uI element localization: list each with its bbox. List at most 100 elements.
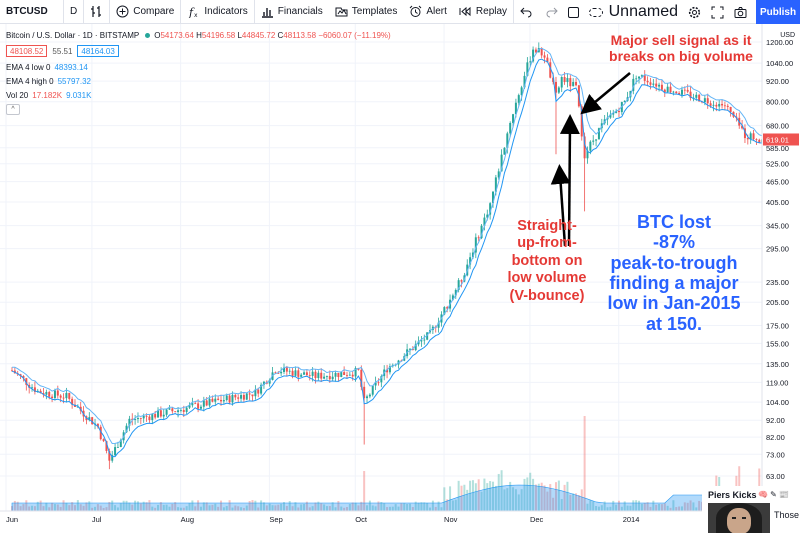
candle-body	[19, 374, 22, 377]
legend-price-row: 48108.52 55.51 48164.03	[6, 44, 391, 58]
legend-ema-low-row[interactable]: EMA 4 low 0 48393.14	[6, 60, 391, 74]
volume-bar	[658, 503, 661, 511]
volume-bar	[566, 481, 569, 511]
candle-body	[414, 344, 417, 351]
annotation-line: at 150.	[645, 313, 703, 334]
candle-body	[294, 370, 297, 376]
volume-bar	[199, 506, 202, 511]
volume-bar	[148, 500, 151, 511]
sell-price-box[interactable]: 48108.52	[6, 45, 48, 57]
candle-body	[706, 98, 709, 104]
volume-bar	[586, 503, 589, 511]
interval-button[interactable]: D	[64, 0, 85, 24]
arrow-sell-signal	[580, 72, 631, 115]
alert-button[interactable]: Alert	[403, 0, 453, 24]
candle-body	[638, 76, 641, 79]
redo-button[interactable]	[539, 0, 564, 24]
volume-bar	[400, 503, 403, 511]
layout-name-button[interactable]: Unnamed	[584, 0, 683, 24]
volume-bar	[454, 499, 457, 511]
candle-body	[423, 339, 426, 341]
bar-style-button[interactable]	[84, 0, 111, 24]
candle-body	[443, 307, 446, 315]
candle-body	[500, 154, 503, 172]
presenter-name: Piers Kicks	[708, 490, 757, 500]
series-title: Bitcoin / U.S. Dollar · 1D · BITSTAMP	[6, 30, 140, 40]
volume-bar	[182, 507, 185, 511]
video-overlay[interactable]: Piers Kicks 🧠 ✎ 📰 Those	[702, 486, 800, 533]
candle-body	[709, 103, 712, 106]
candle-body	[142, 415, 145, 419]
candle-body	[202, 400, 205, 407]
bar-style-icon	[91, 6, 102, 17]
volume-bar	[51, 502, 54, 511]
candle-body	[248, 393, 251, 395]
volume-bar	[328, 506, 331, 511]
candle-body	[615, 110, 618, 113]
candle-body	[22, 376, 25, 379]
candle-body	[592, 140, 595, 142]
legend-collapse-button[interactable]: ^	[6, 104, 20, 115]
volume-bar	[331, 502, 334, 511]
symbol-search[interactable]: BTCUSD	[0, 0, 64, 24]
candle-body	[91, 417, 94, 425]
volume-bar	[325, 506, 328, 511]
volume-bar	[274, 505, 277, 511]
undo-button[interactable]	[514, 0, 539, 24]
volume-bar	[311, 506, 314, 511]
candle-body	[758, 139, 761, 144]
annotation-btc-lost: BTC lost -87% peak-to-trough finding a m…	[594, 212, 754, 334]
indicators-label: Indicators	[204, 6, 248, 17]
ohlc-values: O54173.64 H54196.58 L44845.72 C48113.58 …	[154, 30, 391, 40]
publish-button[interactable]: Publish	[756, 0, 800, 24]
volume-bar	[466, 489, 469, 511]
legend-volume-row[interactable]: Vol 20 17.182K 9.031K	[6, 88, 391, 102]
volume-bar	[666, 505, 669, 511]
candle-body	[234, 394, 237, 398]
settings-button[interactable]	[683, 0, 706, 24]
volume-bar	[168, 506, 171, 511]
templates-button[interactable]: Templates	[329, 0, 404, 24]
replay-button[interactable]: Replay	[453, 0, 515, 24]
candle-body	[695, 94, 698, 98]
candle-body	[168, 408, 171, 410]
presenter-caption: Those	[774, 510, 800, 520]
candle-body	[194, 403, 197, 405]
candle-body	[635, 78, 638, 80]
volume-bar	[88, 501, 91, 511]
price-tick-label: 920.00	[766, 77, 789, 86]
volume-bar	[549, 484, 552, 511]
compare-button[interactable]: Compare	[110, 0, 182, 24]
volume-bar	[265, 505, 268, 511]
volume-bar	[71, 502, 74, 511]
volume-bar	[348, 504, 351, 511]
volume-bar	[534, 484, 537, 511]
candle-body	[119, 440, 122, 448]
candle-body	[666, 86, 669, 93]
volume-bar	[277, 504, 280, 511]
volume-bar	[351, 502, 354, 511]
volume-bar	[563, 484, 566, 511]
snapshot-button[interactable]	[729, 0, 752, 24]
candle-body	[225, 395, 228, 401]
candle-body	[197, 403, 200, 409]
price-tick-label: 205.00	[766, 298, 789, 307]
layout-toggle[interactable]	[563, 0, 584, 24]
candle-body	[368, 394, 371, 397]
annotation-arrows	[550, 72, 631, 247]
fullscreen-button[interactable]	[706, 0, 729, 24]
legend-ema-high-row[interactable]: EMA 4 high 0 55797.32	[6, 74, 391, 88]
financials-button[interactable]: Financials	[255, 0, 329, 24]
volume-bar	[179, 507, 182, 511]
annotation-line: up-from-	[517, 235, 577, 252]
candle-body	[360, 369, 363, 387]
volume-bar	[480, 491, 483, 511]
candle-body	[131, 418, 134, 421]
volume-bar	[214, 503, 217, 511]
buy-price-box[interactable]: 48164.03	[77, 45, 119, 57]
volume-bar	[288, 501, 291, 511]
